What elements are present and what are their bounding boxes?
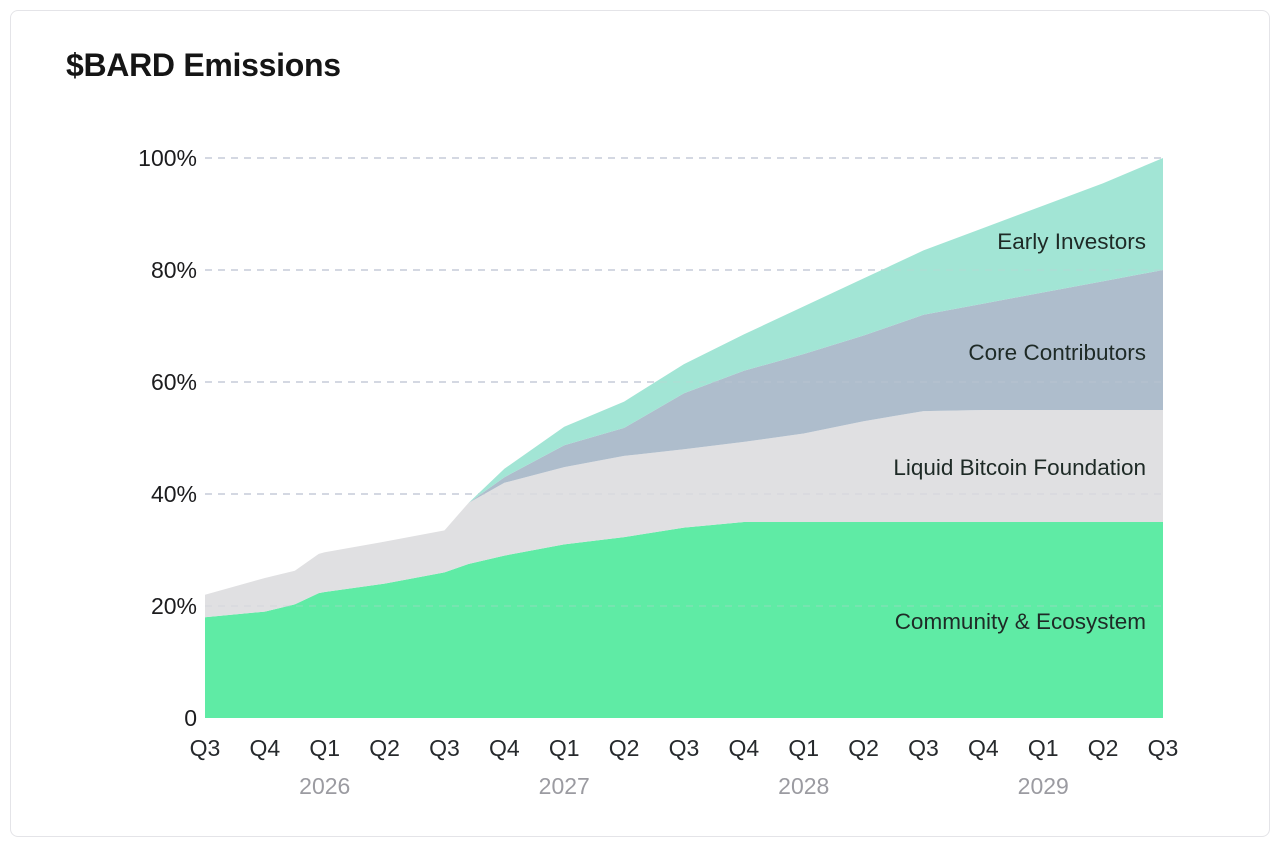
- chart-title: $BARD Emissions: [66, 47, 341, 83]
- series-label-core-contributors: Core Contributors: [968, 340, 1146, 365]
- x-tick-label-6-q1: Q1: [549, 735, 580, 761]
- x-tick-label-2-q1: Q1: [309, 735, 340, 761]
- y-tick-label-20: 20%: [151, 593, 197, 619]
- area-core-contributors: [205, 270, 1163, 595]
- x-tick-label-11-q2: Q2: [848, 735, 879, 761]
- x-tick-label-4-q3: Q3: [429, 735, 460, 761]
- x-tick-label-5-q4: Q4: [489, 735, 520, 761]
- y-tick-label-80: 80%: [151, 257, 197, 283]
- x-tick-label-14-q1: Q1: [1028, 735, 1059, 761]
- area-community-ecosystem: [205, 522, 1163, 718]
- x-tick-label-7-q2: Q2: [609, 735, 640, 761]
- x-tick-label-15-q2: Q2: [1088, 735, 1119, 761]
- year-label-2026: 2026: [299, 773, 350, 799]
- y-tick-label-40: 40%: [151, 481, 197, 507]
- area-liquid-bitcoin-foundation: [205, 410, 1163, 618]
- x-tick-label-9-q4: Q4: [729, 735, 760, 761]
- x-tick-label-10-q1: Q1: [788, 735, 819, 761]
- x-tick-label-12-q3: Q3: [908, 735, 939, 761]
- x-tick-label-0-q3: Q3: [190, 735, 221, 761]
- x-tick-label-3-q2: Q2: [369, 735, 400, 761]
- x-tick-label-8-q3: Q3: [669, 735, 700, 761]
- year-label-2027: 2027: [539, 773, 590, 799]
- x-tick-label-13-q4: Q4: [968, 735, 999, 761]
- year-label-2028: 2028: [778, 773, 829, 799]
- series-label-liquid-bitcoin-foundation: Liquid Bitcoin Foundation: [893, 455, 1146, 480]
- series-label-early-investors: Early Investors: [997, 229, 1146, 254]
- year-label-2029: 2029: [1018, 773, 1069, 799]
- x-tick-label-16-q3: Q3: [1148, 735, 1179, 761]
- y-tick-label-0: 0: [184, 705, 197, 731]
- y-tick-label-100: 100%: [138, 145, 197, 171]
- series-label-community-ecosystem: Community & Ecosystem: [895, 609, 1146, 634]
- x-tick-label-1-q4: Q4: [250, 735, 281, 761]
- y-tick-label-60: 60%: [151, 369, 197, 395]
- area-early-investors: [205, 158, 1163, 595]
